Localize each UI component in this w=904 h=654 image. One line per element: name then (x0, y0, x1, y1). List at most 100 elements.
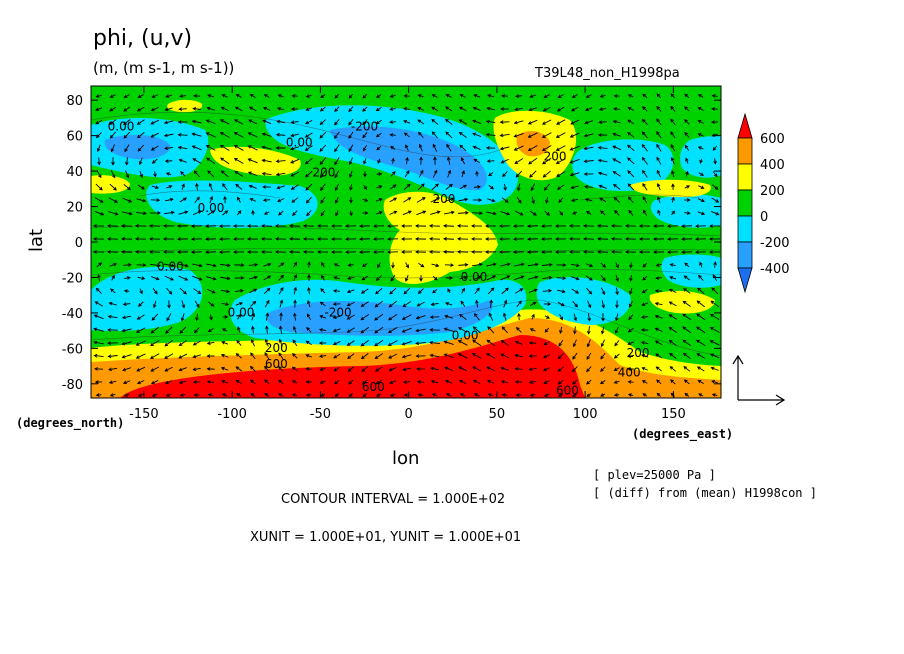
wind-arrow (334, 170, 340, 179)
wind-arrow (233, 250, 245, 254)
wind-arrow (333, 353, 341, 359)
wind-arrow (349, 183, 353, 191)
wind-arrow (306, 210, 312, 217)
wind-arrow (387, 224, 399, 228)
wind-arrow (320, 94, 326, 99)
wind-arrow (278, 338, 283, 347)
wind-arrow (151, 313, 159, 321)
wind-arrow (248, 106, 257, 112)
wind-arrow (277, 198, 285, 203)
wind-arrow (614, 313, 619, 322)
wind-arrow (360, 326, 370, 334)
wind-arrow (500, 158, 509, 164)
wind-arrow (542, 170, 551, 178)
wind-arrow (486, 262, 497, 267)
wind-arrow (275, 159, 286, 164)
wind-arrow (611, 224, 623, 228)
wind-arrow (359, 237, 371, 241)
wind-arrow (472, 366, 482, 372)
wind-arrow (446, 156, 451, 165)
wind-arrow (503, 299, 508, 308)
wind-arrow (641, 288, 648, 294)
wind-arrow (278, 274, 285, 281)
wind-arrow (303, 237, 315, 241)
wind-arrow (247, 250, 259, 254)
wind-arrow (641, 118, 648, 125)
wind-arrow (486, 339, 496, 347)
wind-arrow (416, 197, 426, 203)
wind-arrow (247, 145, 258, 151)
wind-arrow (513, 224, 525, 228)
wind-arrow (586, 300, 592, 309)
wind-arrow (543, 302, 552, 306)
wind-arrow (430, 210, 441, 215)
wind-arrow (682, 300, 691, 307)
wind-arrow (376, 185, 383, 189)
wind-arrow (291, 197, 299, 203)
wind-arrow (444, 210, 455, 215)
wind-arrow (219, 144, 230, 151)
wind-arrow (361, 263, 368, 267)
wind-arrow (431, 183, 439, 191)
wind-arrow (248, 184, 257, 189)
wind-arrow (178, 353, 188, 359)
wind-arrow (247, 132, 258, 138)
wind-arrow (320, 274, 325, 281)
wind-arrow (179, 326, 187, 334)
contour-label: 400 (618, 366, 641, 380)
wind-arrow (135, 353, 146, 359)
wind-arrow (668, 288, 677, 293)
wind-arrow (459, 184, 467, 190)
wind-arrow (191, 237, 203, 241)
y-tick-label: -40 (62, 307, 83, 322)
wind-arrow (625, 250, 637, 254)
contour-labels: 0.00 -200 0.00 200 0.00 200 200 0.00 0.00 -200 0.0… (108, 119, 650, 397)
wind-arrow (627, 367, 634, 371)
wind-arrow (151, 94, 158, 98)
wind-arrow (233, 157, 244, 164)
wind-arrow (375, 132, 382, 138)
wind-arrow (712, 145, 718, 151)
wind-arrow (405, 144, 409, 151)
wind-arrow (110, 288, 116, 294)
wind-arrow (598, 120, 607, 124)
wind-arrow (555, 224, 567, 228)
wind-arrow (557, 366, 564, 372)
wind-arrow (403, 94, 410, 98)
wind-arrow (641, 354, 649, 358)
wind-arrow (137, 276, 146, 281)
wind-arrow (261, 171, 272, 176)
y-tick-label: 80 (66, 94, 83, 109)
wind-arrow (109, 94, 116, 98)
wind-arrow (163, 224, 175, 228)
wind-arrow (234, 119, 244, 125)
wind-arrow (389, 184, 397, 190)
wind-arrow (233, 224, 245, 228)
wind-arrow (234, 263, 245, 267)
wind-arrow (429, 353, 440, 358)
wind-arrow (278, 379, 284, 385)
wind-arrow (122, 367, 132, 372)
wind-arrow (667, 250, 679, 254)
wind-arrow (544, 315, 550, 319)
wind-arrow (599, 380, 606, 385)
wind-arrow (458, 197, 469, 202)
wind-arrow (389, 380, 397, 384)
wind-arrow (584, 107, 593, 112)
wind-vectors (93, 93, 721, 398)
wind-arrow (458, 131, 467, 138)
wind-arrow (373, 237, 385, 241)
wind-arrow (317, 250, 329, 254)
wind-arrow (669, 352, 677, 359)
wind-arrow (178, 340, 187, 347)
wind-arrow (275, 224, 287, 228)
wind-arrow (151, 158, 158, 164)
wind-arrow (471, 224, 483, 228)
wind-arrow (572, 379, 578, 385)
wind-arrow (403, 120, 411, 124)
wind-arrow (698, 185, 705, 189)
wind-arrow (223, 195, 227, 204)
wind-arrow (515, 393, 522, 397)
wind-arrow (601, 313, 605, 322)
